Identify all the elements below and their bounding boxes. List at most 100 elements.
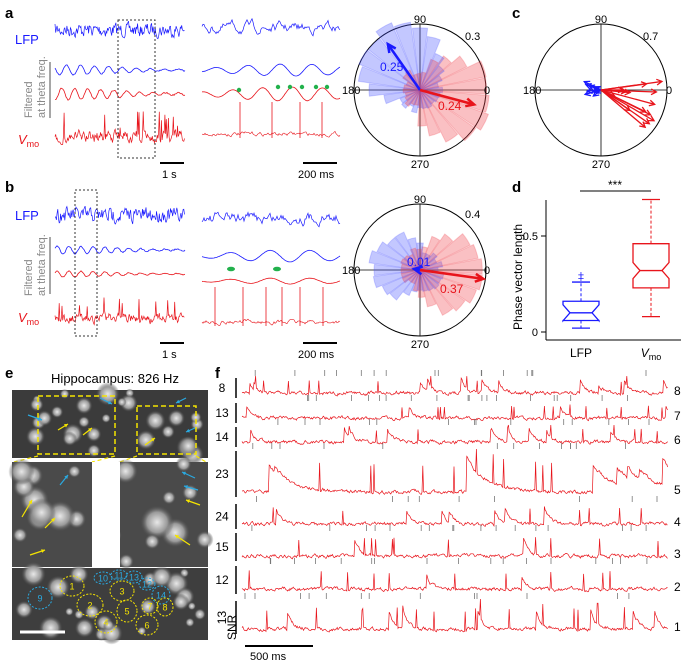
boxplot-d: 0 0.5 *** LFP Vmo ++: [523, 178, 681, 362]
roi-10-label: 10: [98, 574, 108, 584]
box-0-outlier-1: +: [578, 269, 584, 281]
panel-label-f: f: [215, 365, 221, 382]
f-row-2-snr: 12: [215, 573, 229, 587]
vmo-label-a: Vmo: [18, 132, 39, 149]
f-row-7-trace: [242, 405, 668, 421]
cell-roi-blob-21: [188, 602, 196, 610]
trace-b-vmo-filtered-zoom: [202, 278, 340, 284]
polar-c-rmax: 0.7: [643, 31, 658, 43]
marker-a-0: [237, 88, 241, 92]
cell-overview-blob-3: [162, 425, 175, 438]
boxplot-xlabel-lfp: LFP: [570, 346, 592, 360]
boxplot-xlabel-vmo: Vmo: [641, 346, 662, 362]
trace-a-vmo-filtered-zoom: [202, 87, 340, 101]
trace-b-lfp-filtered-zoom: [202, 250, 340, 262]
filtered-label-a-line1: Filtered: [23, 81, 35, 118]
panel-label-d: d: [512, 179, 521, 196]
lfp-label-a: LFP: [15, 32, 39, 47]
f-row-2-trace: [242, 570, 668, 591]
marker-a-5: [325, 85, 329, 89]
cell-overview-blob-11: [30, 398, 44, 412]
polar-a-rmax: 0.3: [465, 31, 480, 43]
lfp-label-b: LFP: [15, 208, 39, 223]
trace-a-vmo-filtered: [55, 88, 185, 100]
f-row-1-trace: [242, 599, 668, 632]
cell-overview-blob-23: [63, 431, 77, 445]
vmo-label-b: Vmo: [18, 310, 39, 327]
spike-markers-b: [227, 267, 281, 272]
marker-b-0: [227, 267, 235, 272]
f-row-6-trace: [242, 425, 668, 445]
polar-c-vmo-arrow-12: [601, 90, 630, 110]
f-row-8-trace: [242, 376, 668, 396]
cell-zoom-blob-8: [182, 485, 198, 501]
polar-b-0: 0: [484, 265, 490, 277]
spike-markers-a: [237, 85, 329, 92]
box-0-body: [563, 301, 599, 321]
f-row-1-cell-label: 1: [674, 620, 681, 634]
cell-zoom-blob-20: [8, 459, 34, 485]
roi-3-label: 3: [119, 587, 124, 597]
roi-6-label: 6: [144, 621, 149, 631]
polar-b-270: 270: [411, 339, 429, 351]
polar-c-90: 90: [595, 14, 607, 26]
polar-a-180: 180: [342, 85, 360, 97]
cell-overview-blob-25: [60, 389, 70, 399]
polar-b-vmo-value: 0.37: [440, 282, 464, 296]
roi-2-label: 2: [87, 601, 92, 611]
f-row-5-cell-label: 5: [674, 483, 681, 497]
f-row-6-cell-label: 6: [674, 433, 681, 447]
scale-label-f: 500 ms: [250, 651, 287, 661]
trace-a-lfp-long: [55, 21, 185, 39]
cell-zoom-blob-13: [196, 531, 214, 549]
cell-roi-blob-18: [173, 594, 190, 611]
cell-overview-blob-14: [26, 427, 45, 446]
marker-a-1: [276, 85, 280, 89]
trace-a-lfp-filtered-zoom: [202, 64, 340, 76]
panel-label-c: c: [512, 5, 520, 22]
panel-e-title: Hippocampus: 826 Hz: [51, 371, 179, 386]
polar-a-lfp-value: 0.25: [380, 60, 404, 74]
vmo-b-zoom-path: [202, 319, 340, 325]
polar-a-0: 0: [484, 85, 490, 97]
trace-a-vmo-zoom: [202, 102, 340, 138]
cell-zoom-blob-2: [140, 505, 174, 539]
panel-label-a: a: [5, 5, 14, 22]
f-row-4-trace: [242, 507, 668, 527]
trace-a-vmo-long: [55, 112, 185, 145]
polar-b-180: 180: [342, 265, 360, 277]
f-row-3-cell-label: 3: [674, 547, 681, 561]
filtered-label-a: Filtered at theta freq.: [23, 56, 48, 118]
lfp-a-zoom-path: [202, 19, 340, 36]
cell-overview-blob-8: [76, 397, 93, 414]
f-row-7-cell-label: 7: [674, 409, 681, 423]
cell-zoom-blob-3: [162, 491, 176, 505]
cell-zoom-blob-21: [68, 465, 81, 478]
roi-12-label: 12: [142, 580, 152, 590]
polar-b-rmax: 0.4: [465, 209, 480, 221]
polar-c-180: 180: [523, 85, 541, 97]
marker-a-2: [288, 85, 292, 89]
snr-label: SNR: [225, 614, 239, 640]
lfp-b-path: [55, 206, 185, 224]
filtered-label-a-line2: at theta freq.: [36, 56, 48, 118]
vmo-a-filt-path: [55, 88, 185, 100]
f-row-5-snr: 23: [215, 467, 229, 481]
cell-overview-blob-22: [179, 436, 198, 455]
f-row-4-snr: 24: [215, 510, 229, 524]
trace-a-lfp-filtered: [55, 65, 185, 75]
roi-11-label: 11: [114, 571, 123, 581]
vmo-label-a-sub: mo: [27, 139, 40, 149]
roi-8-label: 8: [162, 603, 167, 613]
polar-plot-b: [354, 204, 486, 336]
cell-overview-blob-26: [168, 410, 185, 427]
vmo-label-b-sub: mo: [27, 317, 40, 327]
f-row-8-snr: 8: [219, 381, 226, 395]
roi-4-label: 4: [103, 618, 108, 628]
marker-a-3: [300, 85, 304, 89]
significance-stars: ***: [608, 178, 622, 192]
cell-overview-blob-21: [78, 416, 90, 428]
cell-zoom-blob-16: [13, 528, 28, 543]
polar-a-90: 90: [414, 14, 426, 26]
